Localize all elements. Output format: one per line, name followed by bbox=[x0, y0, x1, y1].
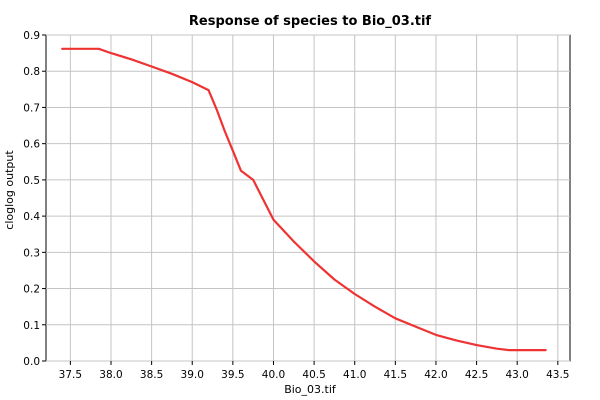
x-tick-label: 40.0 bbox=[262, 369, 285, 381]
y-tick-label: 0.9 bbox=[23, 30, 40, 42]
y-tick-label: 0.4 bbox=[23, 211, 40, 223]
x-tick-label: 39.5 bbox=[221, 369, 244, 381]
y-tick-label: 0.6 bbox=[23, 139, 40, 151]
x-tick-label: 41.0 bbox=[343, 369, 366, 381]
x-tick-label: 42.5 bbox=[465, 369, 488, 381]
plot-area bbox=[45, 34, 571, 362]
x-tick-label: 38.5 bbox=[140, 369, 163, 381]
x-tick-label: 43.0 bbox=[505, 369, 528, 381]
y-tick-label: 0.7 bbox=[23, 102, 40, 114]
y-axis: 0.0 0.1 0.2 0.3 0.4 0.5 0.6 0.7 0.8 0.9 bbox=[23, 30, 46, 368]
x-tick-label: 43.5 bbox=[546, 369, 569, 381]
x-axis: 37.5 38.0 38.5 39.0 39.5 40.0 40.5 41.0 41.5 42.0… bbox=[59, 361, 570, 381]
y-tick-label: 0.5 bbox=[23, 175, 40, 187]
x-tick-label: 42.0 bbox=[424, 369, 447, 381]
x-tick-label: 41.5 bbox=[384, 369, 407, 381]
y-tick-label: 0.1 bbox=[23, 320, 40, 332]
x-axis-label: Bio_03.tif bbox=[284, 383, 337, 396]
y-axis-label: cloglog output bbox=[3, 150, 16, 230]
series-layer bbox=[61, 47, 547, 352]
response-curve bbox=[61, 47, 547, 352]
y-tick-label: 0.2 bbox=[23, 284, 40, 296]
x-tick-label: 38.0 bbox=[99, 369, 122, 381]
y-tick-label: 0.3 bbox=[23, 247, 40, 259]
x-tick-label: 37.5 bbox=[59, 369, 82, 381]
y-tick-label: 0.0 bbox=[23, 356, 40, 368]
grid-lines bbox=[46, 34, 570, 362]
x-tick-label: 40.5 bbox=[302, 369, 325, 381]
chart-title: Response of species to Bio_03.tif bbox=[189, 14, 432, 29]
y-tick-label: 0.8 bbox=[23, 66, 40, 78]
x-tick-label: 39.0 bbox=[181, 369, 204, 381]
